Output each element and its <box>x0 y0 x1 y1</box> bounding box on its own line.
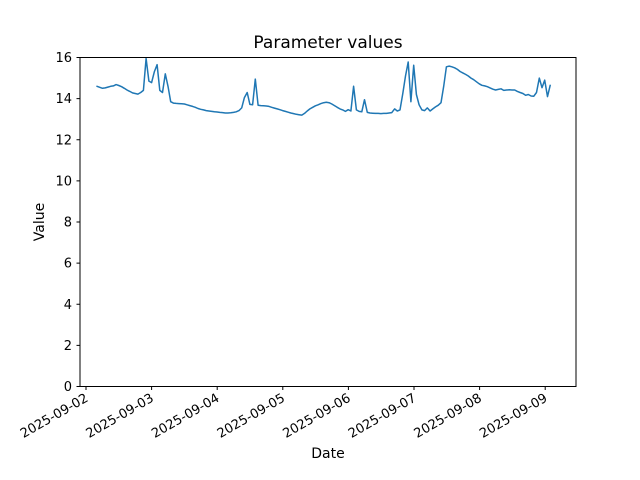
y-tick-label: 2 <box>64 339 72 354</box>
x-tick-label: 2025-09-06 <box>280 391 353 442</box>
x-tick-label: 2025-09-09 <box>477 391 550 442</box>
x-tick-label: 2025-09-02 <box>18 391 91 442</box>
x-tick-label: 2025-09-03 <box>84 391 157 442</box>
y-tick-label: 0 <box>64 380 72 395</box>
y-tick-label: 6 <box>64 257 72 272</box>
chart-title: Parameter values <box>253 33 403 53</box>
y-tick-label: 8 <box>64 216 72 231</box>
x-axis-label: Date <box>311 446 345 462</box>
x-tick-label: 2025-09-07 <box>346 391 419 442</box>
data-line-parameter-values <box>96 57 551 116</box>
y-tick-label: 16 <box>55 51 72 66</box>
plot-frame <box>79 57 577 387</box>
x-tick-label: 2025-09-08 <box>412 391 485 442</box>
y-tick-label: 10 <box>55 174 72 189</box>
x-tick-label: 2025-09-05 <box>215 391 288 442</box>
x-tick-label: 2025-09-04 <box>149 391 222 442</box>
y-axis-label: Value <box>32 202 48 242</box>
y-tick-label: 4 <box>64 298 72 313</box>
y-tick-label: 12 <box>55 133 72 148</box>
y-tick-label: 14 <box>55 92 72 107</box>
